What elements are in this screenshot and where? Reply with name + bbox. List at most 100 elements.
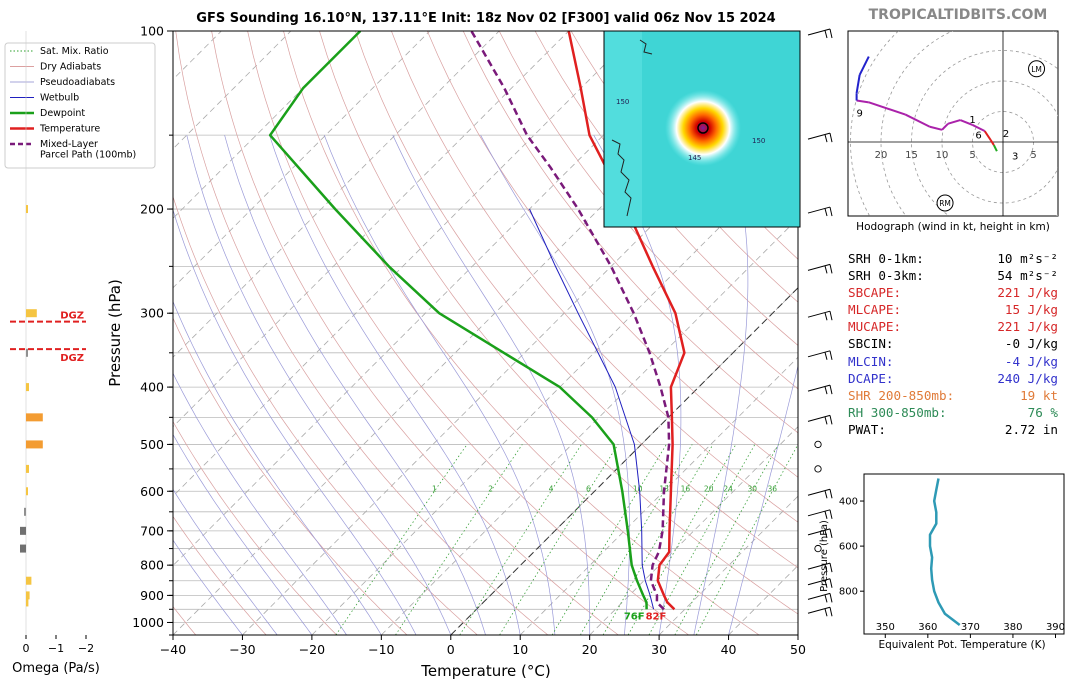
wind-barb-flag <box>824 265 828 274</box>
mixing-ratio-line <box>335 444 468 635</box>
index-label: SRH 0-1km: <box>848 251 924 266</box>
legend-label: Mixed-Layer <box>40 139 98 150</box>
pseudoadiabat <box>323 135 556 635</box>
omega-bar <box>26 309 37 318</box>
wind-barb-flag <box>824 352 828 360</box>
skewt-axes: 76F 82F −40 −30 −20 −10 0 10 20 30 40 50 100 200 300 40… <box>132 24 806 658</box>
hodograph-height-label: 6 <box>975 131 981 142</box>
hodograph-ring-label: 5 <box>969 150 975 161</box>
dry-adiabat <box>534 31 798 346</box>
wind-barb <box>807 384 833 395</box>
omega-bar <box>24 507 26 516</box>
omega-bar <box>20 526 26 535</box>
hodograph-segment <box>947 119 961 125</box>
storm-motion-label: LM <box>1031 65 1042 74</box>
mixing-ratio-label: 24 <box>723 484 733 493</box>
wind-barb-flag <box>829 415 833 425</box>
index-row: SRH 0-1km: 10 m²s⁻² <box>848 250 1058 267</box>
wind-barb-flag <box>824 416 828 425</box>
index-row: SBCAPE: 221 J/kg <box>848 284 1058 301</box>
index-label: SBCIN: <box>848 336 894 352</box>
y-tick-label: 200 <box>140 202 164 217</box>
index-row: SHR 200-850mb: 19 kt <box>848 387 1058 404</box>
omega-bar <box>26 487 28 496</box>
mixing-ratio-label: 16 <box>681 484 691 493</box>
mixing-ratio-label: 2 <box>488 484 493 493</box>
dry-adiabat <box>462 31 798 434</box>
legend-box <box>4 42 156 169</box>
dry-adiabat <box>173 515 267 635</box>
dewpoint-line <box>268 31 648 610</box>
hodograph-caption: Hodograph (wind in kt, height in km) <box>856 221 1050 233</box>
index-value: 221 J/kg <box>997 319 1058 335</box>
x-tick-label: −10 <box>368 642 394 657</box>
x-tick-label: −40 <box>160 642 186 657</box>
mixing-ratio-line <box>499 444 619 635</box>
index-row: MUCAPE: 221 J/kg <box>848 318 1058 335</box>
wind-barb <box>807 528 833 538</box>
wind-barb-calm <box>814 544 822 553</box>
wind-barb-staff <box>807 384 831 392</box>
wind-barb-staff <box>807 132 831 140</box>
wind-barb-flag <box>824 208 828 217</box>
index-row: DCAPE: 240 J/kg <box>848 370 1058 387</box>
hodograph-segment <box>972 124 986 132</box>
index-label: MUCAPE: <box>848 319 902 335</box>
wind-barb-flag <box>829 578 833 588</box>
index-label: MLCIN: <box>848 353 894 369</box>
map-location-marker <box>697 122 709 134</box>
index-value: -0 J/kg <box>1004 336 1058 352</box>
index-label: DCAPE: <box>848 370 894 386</box>
theta-e-y-tick-label: 600 <box>839 542 858 553</box>
pseudoadiabat <box>224 135 486 635</box>
wind-barb-staff <box>807 263 831 271</box>
wind-barb <box>807 263 833 274</box>
legend-label: Pseudoadiabats <box>40 77 115 88</box>
mixing-ratio-line <box>627 444 737 635</box>
index-row: MLCIN: -4 J/kg <box>848 353 1058 370</box>
hodograph-segment <box>904 113 931 128</box>
wind-barb-staff <box>807 488 831 496</box>
omega-bar <box>26 591 30 600</box>
index-row: MLCAPE: 15 J/kg <box>848 301 1058 318</box>
index-row: RH 300-850mb: 76 % <box>848 404 1058 421</box>
map-label-2: 145 <box>688 154 701 162</box>
pseudoadiabat <box>269 135 521 635</box>
omega-bar <box>26 598 29 607</box>
omega-bar <box>26 348 28 357</box>
legend-label: Parcel Path (100mb) <box>40 150 136 161</box>
theta-e-y-tick-label: 400 <box>839 497 858 508</box>
hodograph-height-label: 2 <box>1003 129 1009 140</box>
wind-barb-flag <box>824 608 828 617</box>
hodograph-segment <box>855 74 861 94</box>
mixing-ratio-line <box>580 444 693 635</box>
hodograph-segment <box>929 125 943 131</box>
index-value: 240 J/kg <box>997 370 1058 386</box>
wind-barb-flag <box>824 594 828 603</box>
hodograph-ring-label: 5 <box>1030 150 1036 161</box>
legend-label: Dewpoint <box>40 108 85 119</box>
index-value: 2.72 in <box>1004 421 1058 437</box>
wind-barb-flag <box>829 607 833 617</box>
theta-e-x-tick-label: 360 <box>918 622 937 633</box>
mixing-ratio-line <box>695 444 798 635</box>
wind-barb-flag <box>824 564 828 573</box>
omega-tick-label: 0 <box>23 642 30 655</box>
storm-motion-label: RM <box>939 199 951 208</box>
index-label: SRH 0-3km: <box>848 268 924 284</box>
hodograph-segment <box>868 101 906 116</box>
dry-adiabat <box>283 31 760 635</box>
pseudoadiabat <box>728 364 798 635</box>
mixing-ratio-line <box>459 444 582 635</box>
hodograph-frame <box>847 30 1059 217</box>
theta-e-x-label: Equivalent Pot. Temperature (K) <box>878 639 1045 651</box>
pseudoadiabat <box>173 208 417 635</box>
wind-barb <box>807 578 833 588</box>
pseudoadiabat <box>173 300 382 635</box>
y-tick-label: 800 <box>140 558 164 573</box>
pseudoadiabat <box>173 488 278 635</box>
pseudoadiabat <box>173 539 243 635</box>
wind-barbs <box>807 28 833 617</box>
wind-barb-flag <box>829 133 833 143</box>
map-storm <box>665 90 741 166</box>
